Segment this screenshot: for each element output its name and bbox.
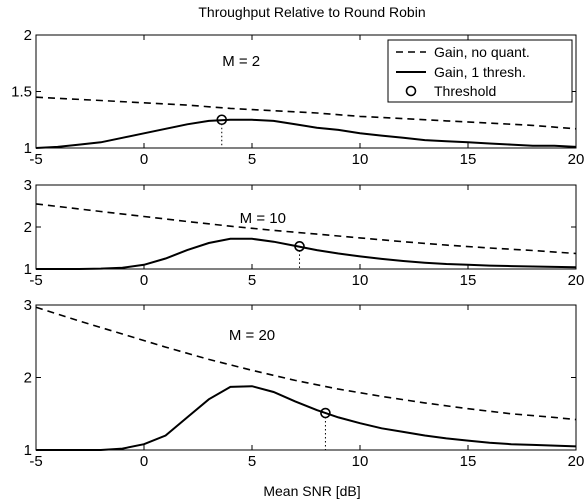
x-tick-label: 5 — [248, 151, 256, 168]
panel-label: M = 10 — [240, 210, 286, 227]
legend-circle-swatch — [405, 85, 417, 97]
y-tick-label: 2 — [24, 219, 32, 236]
x-tick-label: 15 — [460, 272, 477, 289]
series-gain-1-thresh — [35, 118, 577, 149]
series-gain-no-quant — [35, 96, 577, 130]
y-tick-label: 3 — [24, 177, 32, 194]
series-gain-no-quant — [35, 203, 577, 255]
legend-label: Gain, 1 thresh. — [434, 64, 526, 80]
x-tick-label: -5 — [29, 272, 42, 289]
x-tick-label: 10 — [352, 151, 369, 168]
x-tick-label: 0 — [140, 151, 148, 168]
x-tick-label: 20 — [568, 453, 585, 470]
y-tick-label: 3 — [24, 297, 32, 314]
x-axis-label: Mean SNR [dB] — [263, 483, 360, 499]
y-tick-label: 1 — [24, 140, 32, 157]
x-tick-label: 10 — [352, 272, 369, 289]
legend-label: Threshold — [434, 83, 496, 99]
y-tick-label: 1 — [24, 261, 32, 278]
series-gain-1-thresh — [36, 237, 577, 270]
y-tick-label: 1 — [24, 442, 32, 459]
threshold-marker — [320, 407, 331, 419]
axes-box — [35, 184, 577, 270]
panel-label: M = 2 — [222, 53, 260, 70]
x-tick-label: 0 — [140, 453, 148, 470]
x-tick-label: 20 — [568, 151, 585, 168]
x-tick-label: -5 — [29, 453, 42, 470]
x-tick-label: 10 — [352, 453, 369, 470]
x-tick-label: 5 — [248, 453, 256, 470]
panel-m20: -5 0 5 10 15 20 1 2 3 M = 20 — [24, 297, 585, 470]
y-tick-label: 1.5 — [11, 84, 32, 101]
legend-label: Gain, no quant. — [434, 44, 530, 60]
x-tick-label: 15 — [460, 453, 477, 470]
x-tick-label: -5 — [29, 151, 42, 168]
series-gain-no-quant — [35, 306, 577, 421]
x-tick-label: 15 — [460, 151, 477, 168]
panel-label: M = 20 — [229, 327, 275, 344]
figure-title: Throughput Relative to Round Robin — [198, 4, 425, 20]
threshold-marker — [216, 114, 228, 126]
legend: Gain, no quant. Gain, 1 thresh. Threshold — [387, 39, 573, 103]
y-tick-label: 2 — [24, 370, 32, 387]
y-tick-label: 2 — [24, 27, 32, 44]
x-tick-label: 5 — [248, 272, 256, 289]
x-tick-label: 20 — [568, 272, 585, 289]
panel-m10: -5 0 5 10 15 20 1 2 3 M = 10 — [24, 177, 585, 289]
x-tick-label: 0 — [140, 272, 148, 289]
series-gain-1-thresh — [36, 385, 577, 451]
axes-box — [35, 304, 577, 451]
threshold-marker — [294, 241, 305, 252]
